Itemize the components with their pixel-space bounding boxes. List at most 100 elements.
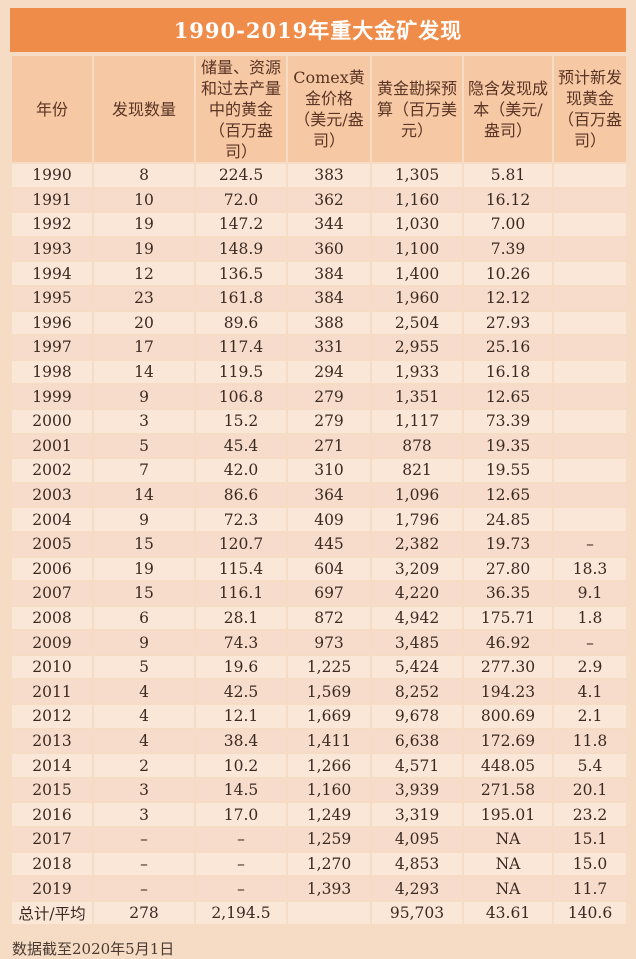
header-year: 年份 (12, 56, 92, 162)
cell-year: 2001 (12, 434, 92, 458)
cell-comex-price: 279 (288, 385, 370, 408)
cell-implied-cost: 16.18 (464, 360, 552, 384)
cell-discovery-count: 8 (94, 164, 194, 187)
cell-gold-reserves: 14.5 (196, 778, 286, 802)
table-row: 2017– –1,259 4,095 NA 15.1 (12, 828, 626, 851)
cell-gold-reserves: 12.1 (196, 705, 286, 728)
total-row: 总计/平均 278 2,194.5 95,703 43.61 140.6 (12, 901, 626, 925)
cell-implied-cost: 194.23 (464, 680, 552, 704)
table-row: 1999 9 106.8 279 1,351 12.65 (12, 385, 626, 408)
cell-exploration-budget: 4,293 (372, 877, 462, 900)
cell-discovery-count: 3 (94, 778, 194, 802)
table-row: 1995 23 161.8 384 1,960 12.12 (12, 286, 626, 310)
cell-expected-new-gold: 2.9 (554, 655, 626, 679)
table-row: 1991 10 72.0 362 1,160 16.12 (12, 188, 626, 212)
cell-comex-price: 409 (288, 508, 370, 531)
cell-comex-price: 1,669 (288, 705, 370, 728)
cell-gold-reserves: – (196, 877, 286, 900)
cell-discovery-count: 9 (94, 631, 194, 654)
cell-comex-price: 362 (288, 188, 370, 212)
cell-implied-cost: 36.35 (464, 582, 552, 605)
table-row: 2010 5 19.6 1,225 5,424 277.30 2.9 (12, 655, 626, 679)
header-row: 年份 发现数量 储量、资源和过去产量中的黄金（百万盎司） Comex黄金价格（美… (12, 56, 626, 162)
cell-discovery-count: 15 (94, 532, 194, 556)
cell-discovery-count: 9 (94, 385, 194, 408)
cell-implied-cost: 19.35 (464, 434, 552, 458)
cell-year: 1994 (12, 262, 92, 285)
cell-implied-cost: 175.71 (464, 606, 552, 630)
cell-year: 2003 (12, 483, 92, 507)
cell-expected-new-gold: 9.1 (554, 582, 626, 605)
cell-exploration-budget: 3,209 (372, 557, 462, 581)
cell-gold-reserves: 117.4 (196, 336, 286, 359)
cell-exploration-budget: 1,796 (372, 508, 462, 531)
cell-implied-cost: 27.93 (464, 311, 552, 335)
cell-year: 1991 (12, 188, 92, 212)
cell-gold-reserves: 224.5 (196, 164, 286, 187)
cell-comex-price (288, 901, 370, 925)
cell-exploration-budget: 6,638 (372, 729, 462, 753)
table-row: 1996 20 89.6 388 2,504 27.93 (12, 311, 626, 335)
cell-gold-reserves: 15.2 (196, 409, 286, 433)
cell-exploration-budget: 1,100 (372, 237, 462, 261)
cell-comex-price: 697 (288, 582, 370, 605)
cell-discovery-count: 14 (94, 360, 194, 384)
cell-discovery-count: 7 (94, 459, 194, 482)
cell-gold-reserves: 72.0 (196, 188, 286, 212)
cell-gold-reserves: – (196, 828, 286, 851)
cell-exploration-budget: 1,351 (372, 385, 462, 408)
cell-exploration-budget: 1,960 (372, 286, 462, 310)
cell-comex-price: 1,249 (288, 803, 370, 827)
cell-implied-cost: 16.12 (464, 188, 552, 212)
cell-comex-price: 1,266 (288, 754, 370, 777)
cell-year: 2014 (12, 754, 92, 777)
page-title: 1990-2019年重大金矿发现 (10, 8, 626, 52)
table-row: 2019– –1,393 4,293 NA 11.7 (12, 877, 626, 900)
cell-exploration-budget: 1,117 (372, 409, 462, 433)
table-row: 1992 19 147.2 344 1,030 7.00 (12, 213, 626, 236)
cell-gold-reserves: 42.5 (196, 680, 286, 704)
cell-implied-cost: 46.92 (464, 631, 552, 654)
cell-implied-cost: NA (464, 852, 552, 876)
table-row: 2003 14 86.6 364 1,096 12.65 (12, 483, 626, 507)
cell-expected-new-gold (554, 508, 626, 531)
cell-discovery-count: 19 (94, 237, 194, 261)
cell-implied-cost: 800.69 (464, 705, 552, 728)
cell-comex-price: 388 (288, 311, 370, 335)
cell-discovery-count: 4 (94, 729, 194, 753)
cell-expected-new-gold: 15.0 (554, 852, 626, 876)
cell-implied-cost: 7.00 (464, 213, 552, 236)
cell-comex-price: 1,393 (288, 877, 370, 900)
cell-gold-reserves: 147.2 (196, 213, 286, 236)
cell-expected-new-gold (554, 336, 626, 359)
cell-implied-cost: 25.16 (464, 336, 552, 359)
cell-comex-price: 360 (288, 237, 370, 261)
table-row: 2006 19 115.4 604 3,209 27.80 18.3 (12, 557, 626, 581)
cell-discovery-count: 20 (94, 311, 194, 335)
cell-gold-reserves: 28.1 (196, 606, 286, 630)
cell-expected-new-gold: 5.4 (554, 754, 626, 777)
cell-discovery-count: – (94, 852, 194, 876)
cell-expected-new-gold (554, 311, 626, 335)
cell-exploration-budget: 5,424 (372, 655, 462, 679)
table-row: 2016 3 17.0 1,249 3,319 195.01 23.2 (12, 803, 626, 827)
table-row: 2011 4 42.5 1,569 8,252 194.23 4.1 (12, 680, 626, 704)
cell-year: 2005 (12, 532, 92, 556)
cell-exploration-budget: 1,160 (372, 188, 462, 212)
cell-year: 2019 (12, 877, 92, 900)
data-date-note: 数据截至2020年5月1日 (12, 940, 175, 958)
table-row: 1997 17 117.4 331 2,955 25.16 (12, 336, 626, 359)
cell-expected-new-gold (554, 459, 626, 482)
cell-expected-new-gold: 18.3 (554, 557, 626, 581)
header-gold-reserves: 储量、资源和过去产量中的黄金（百万盎司） (196, 56, 286, 162)
cell-exploration-budget: 878 (372, 434, 462, 458)
cell-year: 2012 (12, 705, 92, 728)
cell-year: 2004 (12, 508, 92, 531)
cell-gold-reserves: 106.8 (196, 385, 286, 408)
cell-year: 1997 (12, 336, 92, 359)
cell-discovery-count: 9 (94, 508, 194, 531)
cell-expected-new-gold: – (554, 532, 626, 556)
cell-expected-new-gold: 11.7 (554, 877, 626, 900)
cell-implied-cost: 195.01 (464, 803, 552, 827)
cell-year: 2018 (12, 852, 92, 876)
